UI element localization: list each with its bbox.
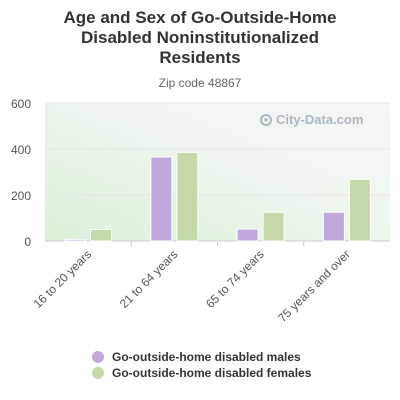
- x-tick-label: 21 to 64 years: [117, 247, 181, 311]
- chart-title: Age and Sex of Go-Outside-Home Disabled …: [0, 8, 400, 68]
- bar-males: [64, 238, 87, 242]
- bar-females: [262, 211, 285, 242]
- chart-subtitle: Zip code 48867: [158, 76, 242, 90]
- legend-label-males: Go-outside-home disabled males: [112, 350, 301, 364]
- chart-title-line-2: Disabled Noninstitutionalized: [80, 28, 319, 47]
- legend-item-males: Go-outside-home disabled males: [92, 349, 311, 365]
- watermark-text: City-Data.com: [276, 112, 364, 127]
- bar-females: [90, 229, 113, 242]
- x-tick-label: 16 to 20 years: [31, 247, 95, 311]
- y-tick-label: 200: [11, 189, 31, 203]
- y-tick-label: 400: [11, 143, 31, 157]
- chart-title-line-1: Age and Sex of Go-Outside-Home: [63, 8, 337, 27]
- bar-females: [348, 178, 371, 242]
- legend-swatch-males: [92, 351, 104, 363]
- bar-males: [150, 156, 173, 242]
- x-tick-label: 75 years and over: [275, 247, 353, 325]
- city-data-logo-icon: ●: [260, 113, 272, 126]
- y-tick-label: 600: [11, 97, 31, 111]
- y-tick-label: 0: [24, 235, 31, 249]
- legend-swatch-females: [92, 367, 104, 379]
- chart-legend: Go-outside-home disabled males Go-outsid…: [92, 349, 311, 381]
- watermark: ● City-Data.com: [260, 112, 363, 127]
- chart-title-line-3: Residents: [159, 48, 241, 67]
- x-tick-label: 65 to 74 years: [203, 247, 267, 311]
- legend-label-females: Go-outside-home disabled females: [112, 366, 312, 380]
- bar-males: [236, 228, 259, 242]
- legend-item-females: Go-outside-home disabled females: [92, 365, 311, 381]
- bar-females: [176, 151, 199, 242]
- bar-males: [322, 211, 345, 242]
